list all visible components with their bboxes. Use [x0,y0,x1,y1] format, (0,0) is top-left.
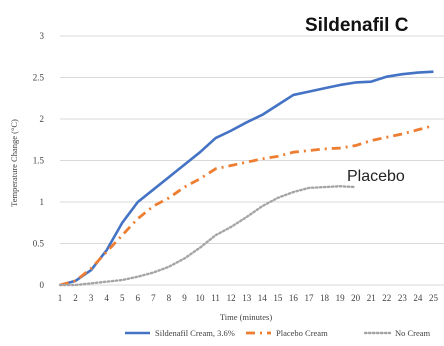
x-tick-label: 1 [58,293,63,303]
x-tick-label: 5 [120,293,125,303]
y-tick-label: 0.5 [33,239,45,249]
chart-title: Sildenafil C [305,15,409,36]
x-tick-label: 19 [336,293,346,303]
x-tick-label: 11 [211,293,220,303]
legend-label: Sildenafil Cream, 3.6% [155,328,235,338]
gridlines [60,35,444,286]
series-line-1 [59,124,434,287]
x-tick-label: 22 [382,293,391,303]
y-tick-label: 3 [40,31,45,41]
x-tick-label: 13 [242,293,252,303]
x-tick-label: 4 [104,293,109,303]
series-line-0 [59,70,434,287]
x-tick-label: 17 [304,293,314,303]
x-axis-title: Time (minutes) [220,312,273,322]
x-tick-label: 2 [73,293,78,303]
x-tick-label: 24 [413,293,423,303]
x-tick-label: 12 [227,293,236,303]
x-tick-label: 10 [196,293,206,303]
y-tick-label: 1.5 [33,156,45,166]
x-tick-label: 6 [136,293,141,303]
x-tick-label: 8 [167,293,172,303]
x-tick-label: 7 [151,293,156,303]
x-tick-label: 21 [367,293,376,303]
x-tick-label: 18 [320,293,330,303]
x-tick-label: 14 [258,293,268,303]
x-tick-label: 3 [89,293,94,303]
annotation-label: Placebo [347,168,405,185]
x-tick-label: 16 [289,293,299,303]
series-line-2 [58,185,357,287]
y-tick-label: 2.5 [33,73,45,83]
y-tick-label: 0 [40,280,45,290]
x-tick-label: 15 [273,293,283,303]
y-axis-title: Temperature Change (°C) [9,119,19,207]
x-tick-label: 25 [429,293,439,303]
x-tick-label: 9 [182,293,187,303]
legend-label: Placebo Cream [276,328,328,338]
legend-label: No Cream [395,328,431,338]
y-tick-label: 1 [40,197,45,207]
x-tick-label: 23 [398,293,408,303]
y-tick-label: 2 [40,114,45,124]
x-tick-label: 20 [351,293,361,303]
